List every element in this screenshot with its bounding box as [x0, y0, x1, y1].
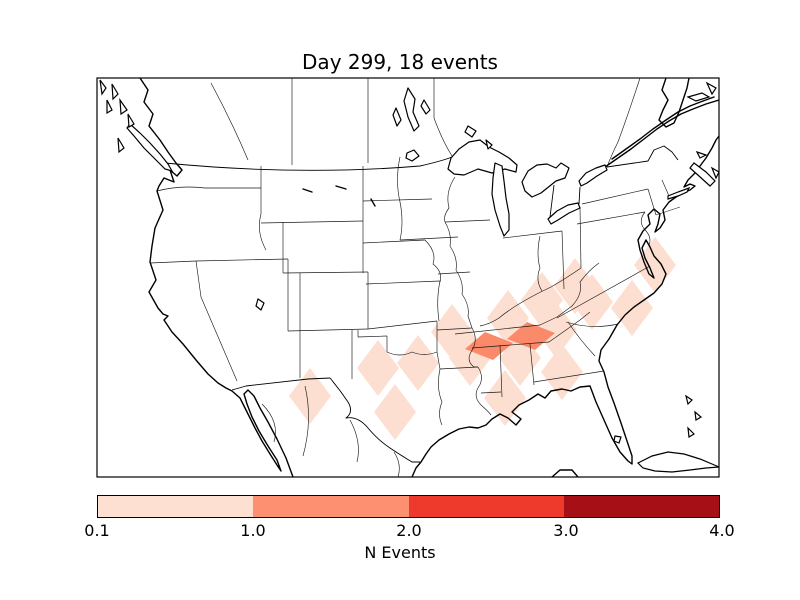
colorbar-label: N Events	[364, 543, 436, 562]
vancouver-island	[126, 123, 174, 172]
colorbar-tick-4: 4.0	[709, 521, 735, 540]
event-cell	[535, 302, 577, 358]
cuba	[636, 451, 719, 473]
anticosti-island	[686, 92, 711, 102]
national-borders	[164, 145, 679, 463]
colorbar	[97, 495, 720, 518]
james-bay	[658, 78, 690, 128]
lake-of-the-woods	[405, 149, 420, 162]
st-lawrence	[604, 99, 719, 168]
event-cell	[484, 370, 526, 426]
nova-scotia	[689, 162, 716, 187]
lake-winnipeg	[403, 87, 420, 132]
gulf-atlantic-coast	[411, 135, 719, 477]
event-cell	[634, 237, 676, 293]
pacific-coast	[139, 78, 294, 477]
colorbar-segment-2	[253, 496, 409, 517]
event-cell	[397, 335, 439, 391]
coastlines	[139, 78, 719, 477]
plot-title: Day 299, 18 events	[302, 50, 498, 74]
lake-huron	[521, 162, 570, 198]
long-island	[667, 186, 691, 200]
colorbar-tick-3: 3.0	[553, 521, 579, 540]
state-boundaries	[149, 78, 681, 477]
event-cell	[507, 322, 555, 350]
event-cell	[571, 274, 613, 330]
great-salt-lake	[255, 298, 265, 311]
colorbar-segment-4	[563, 496, 719, 517]
colorbar-segment-3	[408, 496, 564, 517]
event-cell	[374, 384, 416, 440]
event-cell	[465, 332, 513, 360]
colorbar-tick-1: 1.0	[240, 521, 266, 540]
lakes-and-islands	[99, 79, 719, 473]
colorbar-tick-0: 0.1	[84, 521, 110, 540]
event-density-cells	[289, 237, 676, 440]
lake-ontario	[578, 164, 608, 187]
event-cell	[357, 340, 399, 396]
lake-okeechobee	[613, 435, 622, 444]
event-cell	[541, 344, 583, 400]
lake-michigan	[491, 162, 510, 237]
colorbar-segment-1	[98, 496, 254, 517]
yucatan-hint	[551, 469, 579, 477]
lake-erie	[547, 202, 581, 225]
event-cell	[289, 368, 331, 424]
colorbar-tick-2: 2.0	[396, 521, 422, 540]
